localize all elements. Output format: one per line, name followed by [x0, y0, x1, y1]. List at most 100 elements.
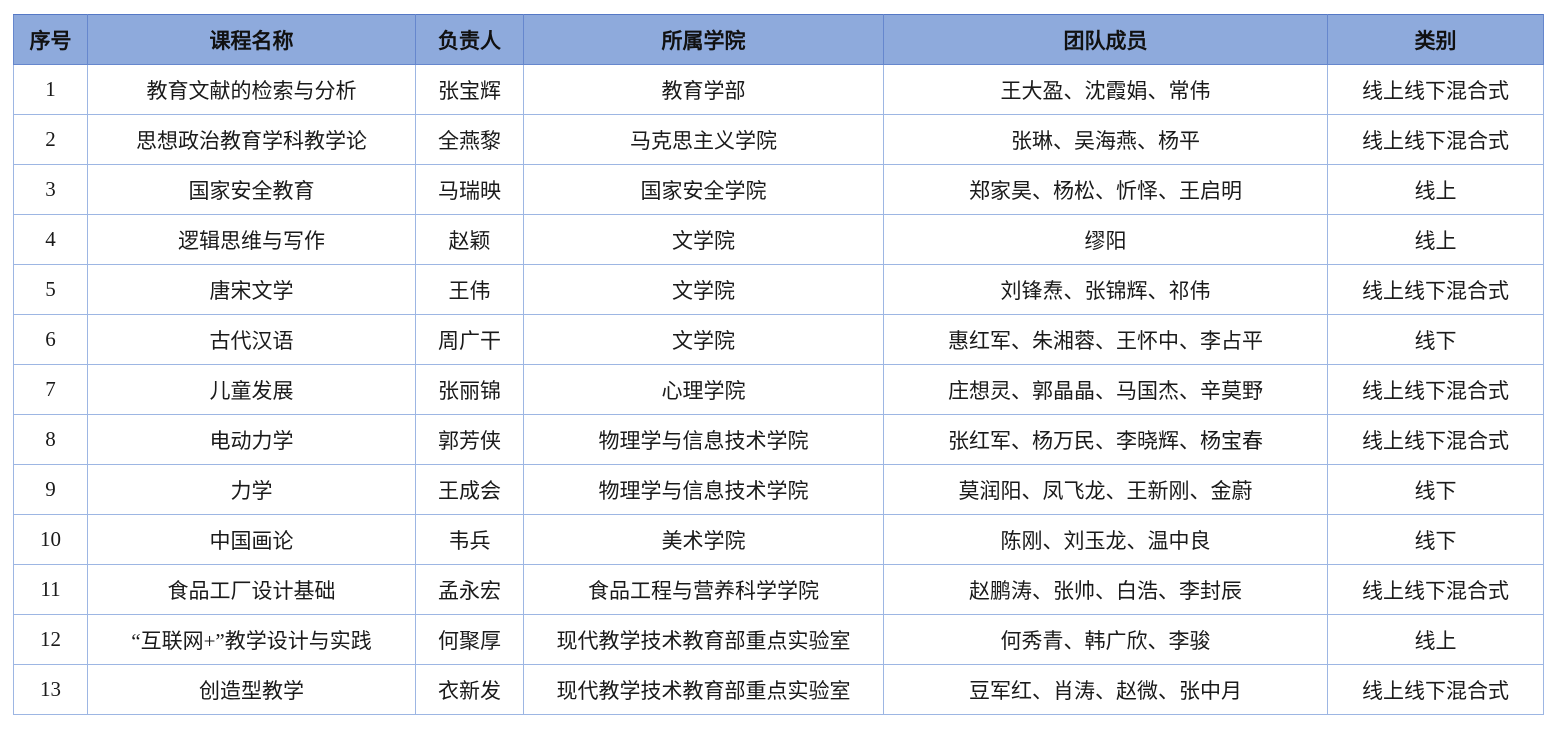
cell-leader: 张丽锦	[415, 364, 524, 415]
cell-seq: 8	[13, 414, 88, 465]
cell-leader: 郭芳侠	[415, 414, 524, 465]
cell-members: 张红军、杨万民、李晓辉、杨宝春	[883, 414, 1328, 465]
cell-course: 教育文献的检索与分析	[87, 64, 416, 115]
cell-category: 线上线下混合式	[1327, 664, 1544, 715]
cell-college: 美术学院	[523, 514, 884, 565]
cell-college: 文学院	[523, 264, 884, 315]
table-row: 6 古代汉语 周广干 文学院 惠红军、朱湘蓉、王怀中、李占平 线下	[13, 314, 1544, 365]
cell-leader: 赵颖	[415, 214, 524, 265]
cell-college: 文学院	[523, 214, 884, 265]
cell-seq: 3	[13, 164, 88, 215]
cell-college: 现代教学技术教育部重点实验室	[523, 614, 884, 665]
cell-members: 张琳、吴海燕、杨平	[883, 114, 1328, 165]
table-row: 4 逻辑思维与写作 赵颖 文学院 缪阳 线上	[13, 214, 1544, 265]
cell-members: 缪阳	[883, 214, 1328, 265]
cell-category: 线上线下混合式	[1327, 114, 1544, 165]
table-row: 1 教育文献的检索与分析 张宝辉 教育学部 王大盈、沈霞娟、常伟 线上线下混合式	[13, 64, 1544, 115]
cell-category: 线上线下混合式	[1327, 264, 1544, 315]
cell-leader: 孟永宏	[415, 564, 524, 615]
cell-seq: 7	[13, 364, 88, 415]
cell-seq: 13	[13, 664, 88, 715]
header-cell-seq: 序号	[13, 14, 88, 65]
cell-college: 现代教学技术教育部重点实验室	[523, 664, 884, 715]
table-row: 7 儿童发展 张丽锦 心理学院 庄想灵、郭晶晶、马国杰、辛莫野 线上线下混合式	[13, 364, 1544, 415]
header-cell-members: 团队成员	[883, 14, 1328, 65]
cell-course: 古代汉语	[87, 314, 416, 365]
cell-seq: 5	[13, 264, 88, 315]
cell-category: 线上线下混合式	[1327, 364, 1544, 415]
cell-category: 线上	[1327, 214, 1544, 265]
cell-college: 马克思主义学院	[523, 114, 884, 165]
cell-members: 豆军红、肖涛、赵微、张中月	[883, 664, 1328, 715]
cell-category: 线上线下混合式	[1327, 564, 1544, 615]
cell-category: 线上	[1327, 164, 1544, 215]
cell-college: 国家安全学院	[523, 164, 884, 215]
cell-college: 心理学院	[523, 364, 884, 415]
cell-seq: 1	[13, 64, 88, 115]
cell-members: 惠红军、朱湘蓉、王怀中、李占平	[883, 314, 1328, 365]
cell-college: 物理学与信息技术学院	[523, 464, 884, 515]
table-row: 9 力学 王成会 物理学与信息技术学院 莫润阳、凤飞龙、王新刚、金蔚 线下	[13, 464, 1544, 515]
cell-members: 赵鹏涛、张帅、白浩、李封辰	[883, 564, 1328, 615]
table-row: 11 食品工厂设计基础 孟永宏 食品工程与营养科学学院 赵鹏涛、张帅、白浩、李封辰 线上线…	[13, 564, 1544, 615]
cell-seq: 11	[13, 564, 88, 615]
cell-leader: 全燕黎	[415, 114, 524, 165]
cell-course: 电动力学	[87, 414, 416, 465]
cell-members: 刘锋焘、张锦辉、祁伟	[883, 264, 1328, 315]
cell-course: 唐宋文学	[87, 264, 416, 315]
cell-seq: 4	[13, 214, 88, 265]
cell-course: 力学	[87, 464, 416, 515]
cell-category: 线下	[1327, 314, 1544, 365]
header-cell-category: 类别	[1327, 14, 1544, 65]
cell-course: 思想政治教育学科教学论	[87, 114, 416, 165]
cell-course: 儿童发展	[87, 364, 416, 415]
cell-leader: 周广干	[415, 314, 524, 365]
cell-category: 线下	[1327, 514, 1544, 565]
course-table: 序号 课程名称 负责人 所属学院 团队成员 类别 1 教育文献的检索与分析 张宝辉教…	[13, 14, 1544, 715]
table-body: 1 教育文献的检索与分析 张宝辉 教育学部 王大盈、沈霞娟、常伟 线上线下混合式 2 思想政治…	[13, 64, 1544, 715]
table-row: 2 思想政治教育学科教学论 全燕黎 马克思主义学院 张琳、吴海燕、杨平 线上线下混合式	[13, 114, 1544, 165]
cell-leader: 王成会	[415, 464, 524, 515]
cell-college: 文学院	[523, 314, 884, 365]
cell-category: 线下	[1327, 464, 1544, 515]
cell-course: “互联网+”教学设计与实践	[87, 614, 416, 665]
cell-members: 何秀青、韩广欣、李骏	[883, 614, 1328, 665]
cell-seq: 10	[13, 514, 88, 565]
cell-leader: 韦兵	[415, 514, 524, 565]
cell-leader: 张宝辉	[415, 64, 524, 115]
cell-course: 国家安全教育	[87, 164, 416, 215]
cell-college: 教育学部	[523, 64, 884, 115]
cell-members: 莫润阳、凤飞龙、王新刚、金蔚	[883, 464, 1328, 515]
table-row: 12 “互联网+”教学设计与实践 何聚厚 现代教学技术教育部重点实验室 何秀青、韩广欣、…	[13, 614, 1544, 665]
cell-college: 食品工程与营养科学学院	[523, 564, 884, 615]
table-row: 5 唐宋文学 王伟 文学院 刘锋焘、张锦辉、祁伟 线上线下混合式	[13, 264, 1544, 315]
cell-seq: 9	[13, 464, 88, 515]
table-row: 13 创造型教学 衣新发 现代教学技术教育部重点实验室 豆军红、肖涛、赵微、张中月 线上线…	[13, 664, 1544, 715]
cell-course: 食品工厂设计基础	[87, 564, 416, 615]
cell-category: 线上	[1327, 614, 1544, 665]
header-row: 序号 课程名称 负责人 所属学院 团队成员 类别	[13, 14, 1544, 65]
cell-course: 中国画论	[87, 514, 416, 565]
cell-seq: 12	[13, 614, 88, 665]
cell-category: 线上线下混合式	[1327, 64, 1544, 115]
cell-category: 线上线下混合式	[1327, 414, 1544, 465]
cell-seq: 6	[13, 314, 88, 365]
cell-members: 郑家昊、杨松、忻怿、王启明	[883, 164, 1328, 215]
cell-leader: 何聚厚	[415, 614, 524, 665]
cell-leader: 衣新发	[415, 664, 524, 715]
cell-course: 创造型教学	[87, 664, 416, 715]
table-row: 10 中国画论 韦兵 美术学院 陈刚、刘玉龙、温中良 线下	[13, 514, 1544, 565]
header-cell-course: 课程名称	[87, 14, 416, 65]
table-row: 3 国家安全教育 马瑞映 国家安全学院 郑家昊、杨松、忻怿、王启明 线上	[13, 164, 1544, 215]
cell-college: 物理学与信息技术学院	[523, 414, 884, 465]
cell-leader: 王伟	[415, 264, 524, 315]
header-cell-college: 所属学院	[523, 14, 884, 65]
header-cell-leader: 负责人	[415, 14, 524, 65]
cell-leader: 马瑞映	[415, 164, 524, 215]
cell-course: 逻辑思维与写作	[87, 214, 416, 265]
cell-members: 庄想灵、郭晶晶、马国杰、辛莫野	[883, 364, 1328, 415]
cell-members: 王大盈、沈霞娟、常伟	[883, 64, 1328, 115]
cell-members: 陈刚、刘玉龙、温中良	[883, 514, 1328, 565]
cell-seq: 2	[13, 114, 88, 165]
